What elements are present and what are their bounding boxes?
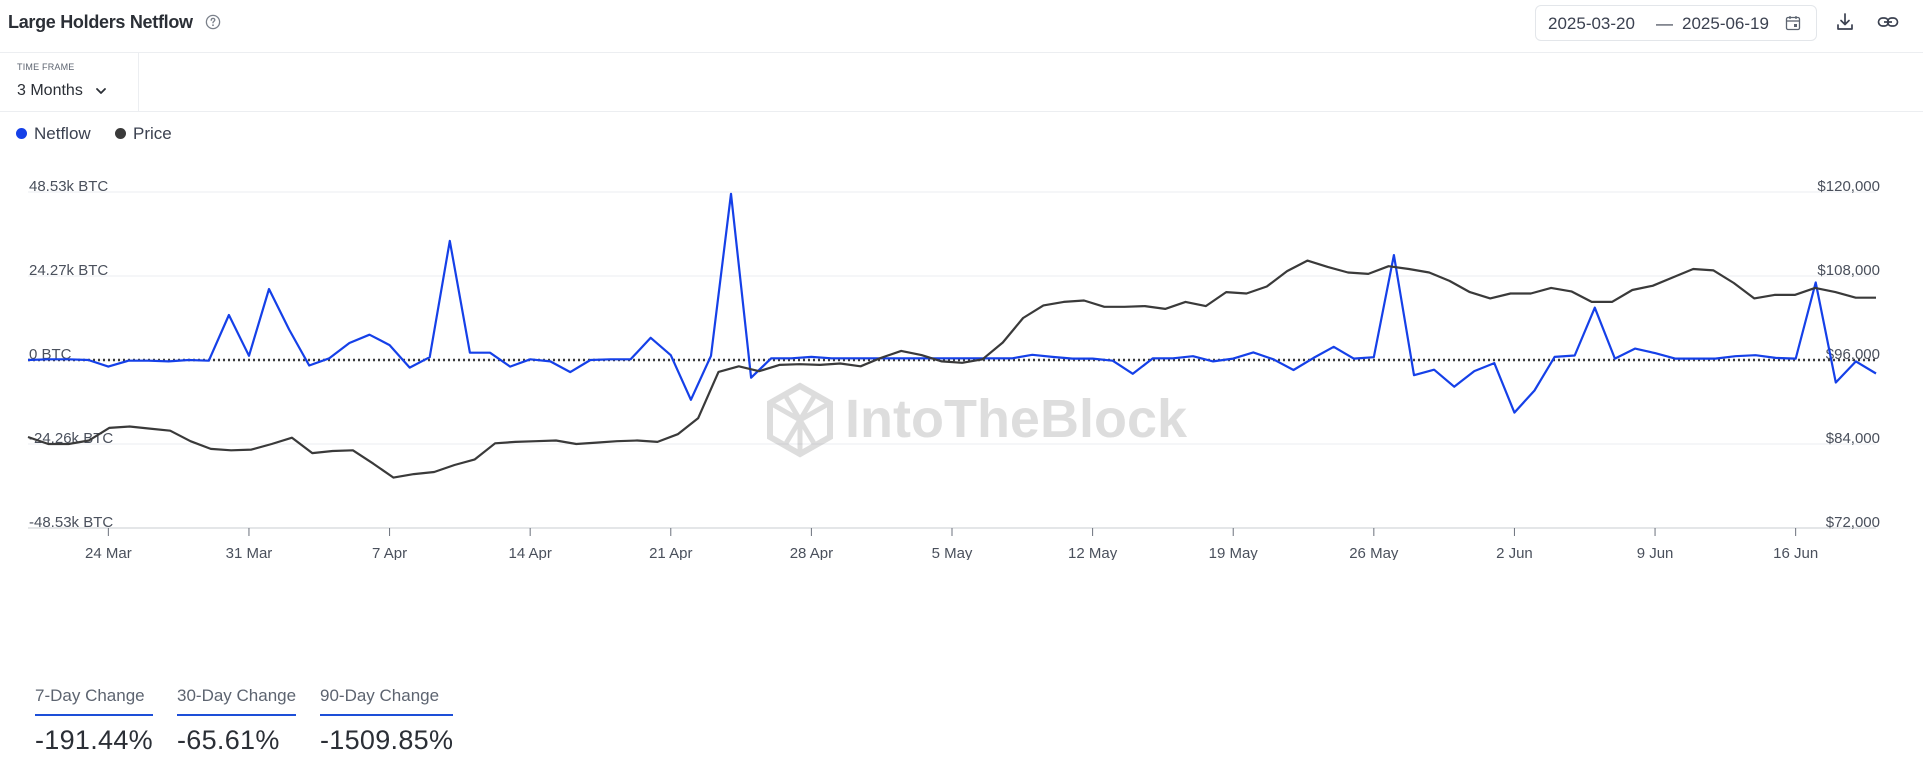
legend-label: Netflow [34,124,91,143]
series-line-price[interactable] [27,259,1876,479]
watermark-text: IntoTheBlock [845,389,1188,449]
legend-item-price[interactable]: Price [115,124,172,144]
chevron-down-icon [96,88,106,94]
x-tick-label: 14 Apr [508,545,551,560]
date-from: 2025-03-20 [1548,14,1635,33]
calendar-icon [1785,16,1801,31]
stat-value: -65.61% [177,725,280,755]
stat-30-day[interactable]: 30-Day Change -65.61% [177,686,297,756]
divider [0,111,1923,112]
timeframe-value: 3 Months [17,82,83,99]
date-to: 2025-06-19 [1682,14,1769,33]
download-icon[interactable] [1835,12,1855,32]
right-axis-tick-label: $84,000 [1826,430,1880,447]
x-tick-label: 9 Jun [1637,545,1674,560]
x-tick-label: 28 Apr [790,545,833,560]
x-tick-label: 5 May [932,545,973,560]
stat-90-day[interactable]: 90-Day Change -1509.85% [320,686,454,756]
watermark: IntoTheBlock [767,382,1188,458]
x-tick-label: 24 Mar [85,545,132,560]
stat-value: -1509.85% [320,725,454,755]
left-axis-tick-label: 48.53k BTC [29,178,108,195]
stat-label: 30-Day Change [177,686,297,716]
price-dot-icon [115,128,126,139]
timeframe-selector[interactable]: TIME FRAME 3 Months [0,53,139,111]
x-tick-label: 19 May [1209,545,1259,560]
stat-7-day[interactable]: 7-Day Change -191.44% [35,686,153,756]
x-tick-label: 31 Mar [226,545,273,560]
date-separator: — [1656,14,1673,33]
series [27,192,1877,479]
stat-label: 7-Day Change [35,686,153,716]
x-tick-label: 12 May [1068,545,1118,560]
x-tick-label: 7 Apr [372,545,407,560]
legend-item-netflow[interactable]: Netflow [16,124,91,144]
x-tick-label: 26 May [1349,545,1399,560]
right-axis-tick-label: $72,000 [1826,514,1880,531]
left-axis-tick-label: -48.53k BTC [29,514,113,531]
series-line-netflow[interactable] [27,192,1877,414]
netflow-price-chart[interactable]: IntoTheBlock 48.53k BTC $120,000 24.27k BT… [0,140,1923,560]
legend-label: Price [133,124,172,143]
left-axis-tick-label: 24.27k BTC [29,262,108,279]
x-tick-label: 21 Apr [649,545,692,560]
timeframe-label: TIME FRAME [17,62,75,72]
help-icon[interactable] [205,14,221,30]
grid-lines [28,191,1876,536]
x-tick-label: 2 Jun [1496,545,1533,560]
chart-header: Large Holders Netflow 2025-03-20 — 2025-… [0,0,1923,53]
date-range-picker[interactable]: 2025-03-20 — 2025-06-19 [1535,5,1817,41]
x-tick-label: 16 Jun [1773,545,1818,560]
netflow-dot-icon [16,128,27,139]
link-icon[interactable] [1877,12,1899,32]
right-axis-tick-label: $120,000 [1817,178,1880,195]
watermark-logo-icon [767,382,833,458]
right-axis-tick-label: $108,000 [1817,262,1880,279]
chart-title: Large Holders Netflow [8,12,193,32]
stat-label: 90-Day Change [320,686,454,716]
left-axis-tick-label: -24.26k BTC [29,430,113,447]
stat-value: -191.44% [35,725,153,755]
